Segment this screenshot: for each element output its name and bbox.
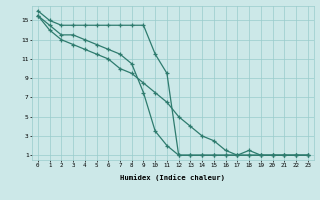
X-axis label: Humidex (Indice chaleur): Humidex (Indice chaleur) bbox=[120, 174, 225, 181]
